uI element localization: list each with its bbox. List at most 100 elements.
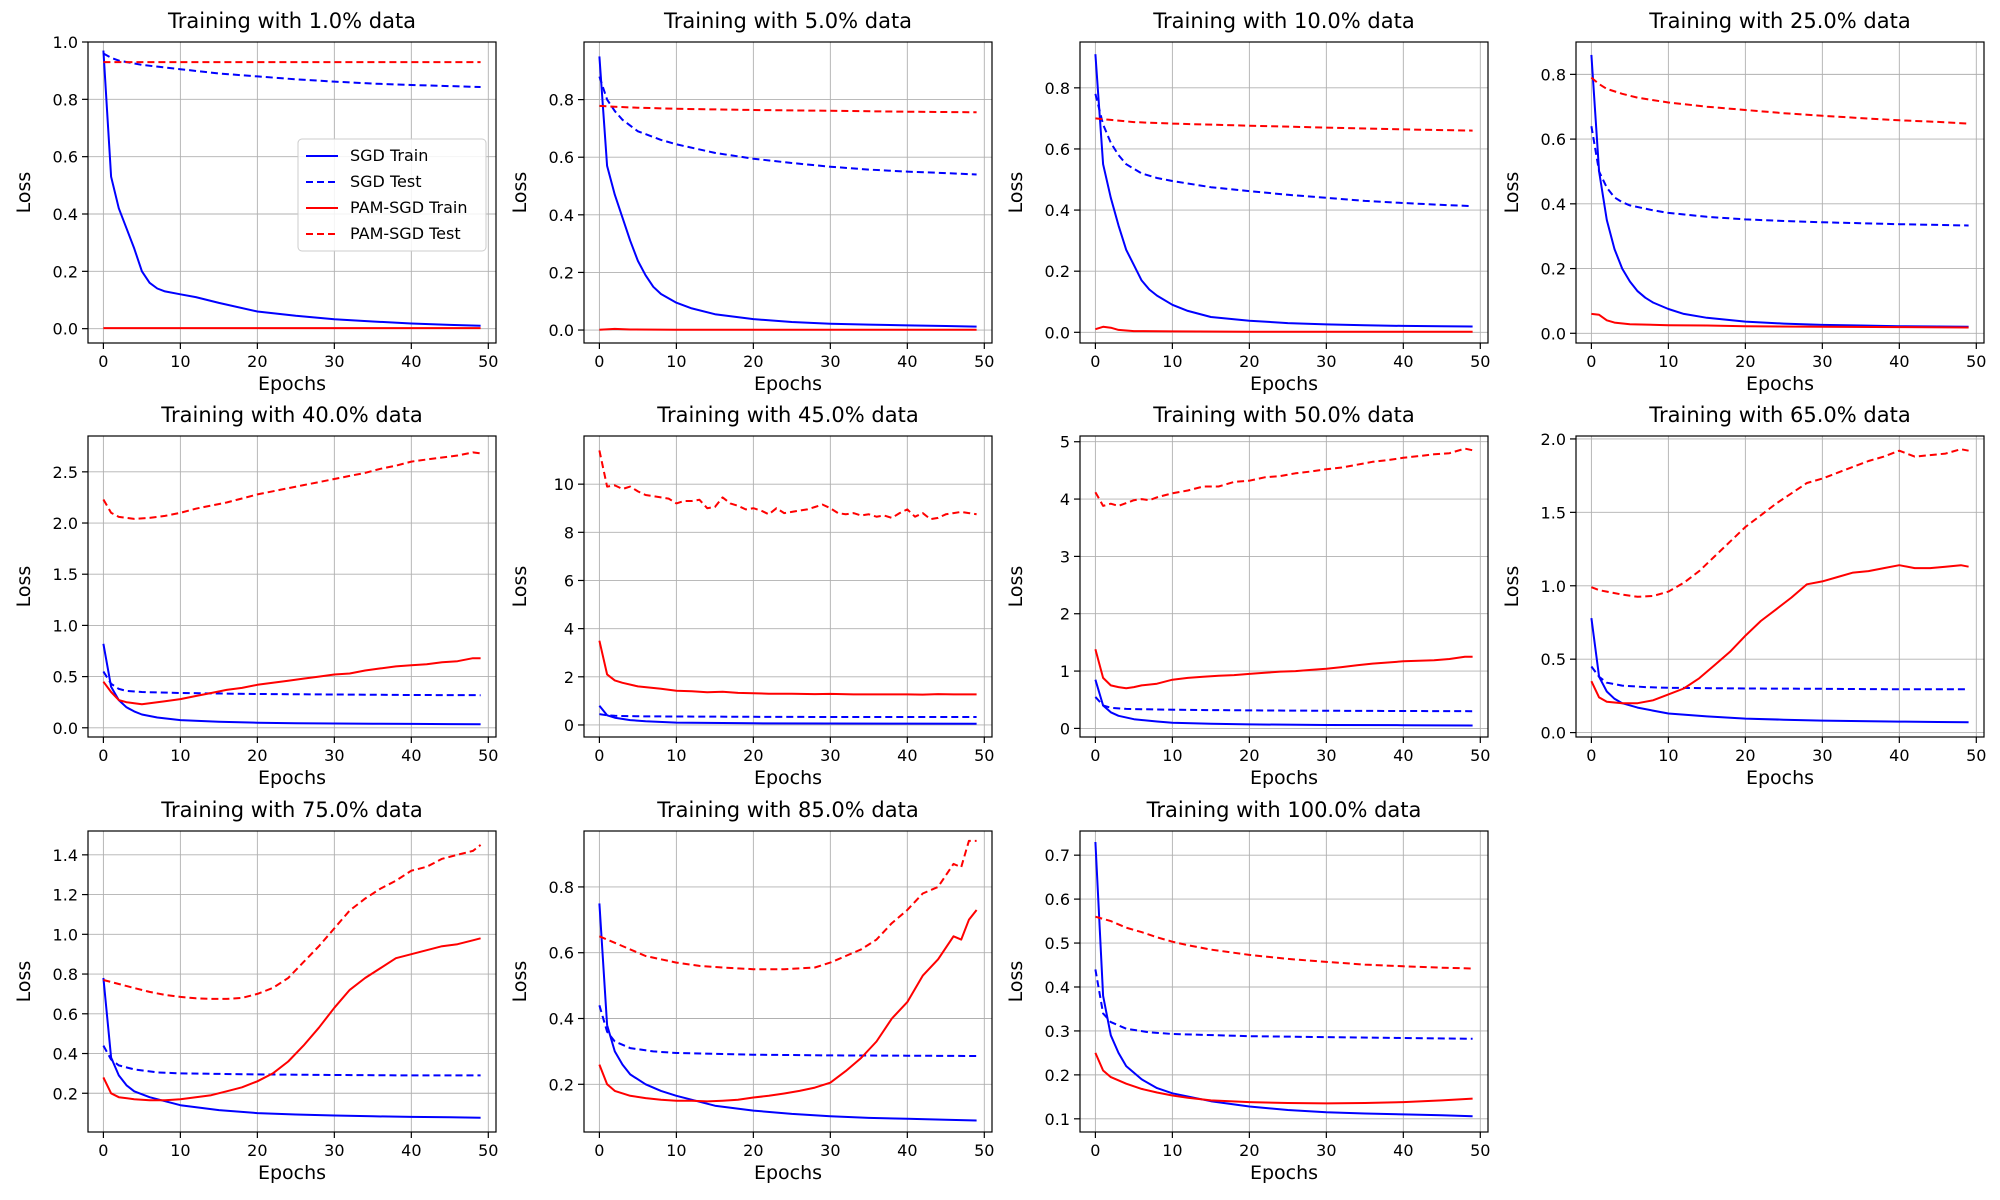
x-tick-label: 30 — [324, 746, 344, 765]
x-tick-label: 20 — [1735, 352, 1755, 371]
x-tick-label: 20 — [1239, 1141, 1259, 1160]
x-tick-label: 20 — [743, 746, 763, 765]
x-axis-label: Epochs — [1250, 1162, 1318, 1184]
series-line-sgd-test — [1094, 696, 1473, 713]
y-tick-label: 0.2 — [1045, 1066, 1070, 1085]
series-line-sgd-test — [598, 1005, 977, 1057]
series-line-pam-sgd-test — [1095, 915, 1473, 970]
x-tick-label: 10 — [1658, 746, 1678, 765]
y-tick-label: 0.2 — [53, 1084, 78, 1103]
x-tick-label: 50 — [974, 1141, 994, 1160]
y-tick-label: 5 — [1060, 433, 1070, 452]
y-tick-label: 0.0 — [1045, 323, 1070, 342]
x-tick-label: 50 — [974, 352, 994, 371]
y-axis-label: Loss — [1501, 172, 1523, 214]
series-line-sgd-test — [102, 52, 481, 88]
x-tick-label: 10 — [170, 746, 190, 765]
x-tick-label: 10 — [1658, 352, 1678, 371]
series-line-pam-sgd-test — [1591, 448, 1969, 598]
x-tick-label: 10 — [1162, 352, 1182, 371]
x-tick-label: 50 — [1470, 1141, 1490, 1160]
y-tick-label: 0.5 — [1541, 650, 1566, 669]
plot-frame — [87, 435, 497, 738]
y-tick-label: 0.6 — [53, 1005, 78, 1024]
x-tick-label: 10 — [170, 352, 190, 371]
legend-box — [297, 138, 487, 252]
legend-label: SGD Test — [350, 172, 421, 191]
x-tick-label: 0 — [1586, 352, 1596, 371]
chart-title: Training with 75.0% data — [160, 798, 422, 822]
x-axis-label: Epochs — [754, 373, 822, 395]
series-line-sgd-test — [1094, 969, 1473, 1040]
y-tick-label: 0.2 — [53, 262, 78, 281]
y-tick-label: 0.0 — [1541, 324, 1566, 343]
series-line-pam-sgd-train — [102, 937, 481, 1102]
y-tick-label: 8 — [564, 523, 574, 542]
x-tick-label: 20 — [1239, 352, 1259, 371]
x-tick-label: 10 — [170, 1141, 190, 1160]
y-axis-label: Loss — [509, 566, 531, 608]
y-tick-label: 0.4 — [1045, 201, 1070, 220]
y-tick-label: 0.4 — [549, 1010, 574, 1029]
x-tick-label: 40 — [1393, 352, 1413, 371]
y-tick-label: 0.8 — [53, 965, 78, 984]
y-tick-label: 1.2 — [53, 886, 78, 905]
legend: SGD Train SGD Test PAM-SGD Train PAM-SGD Te… — [297, 138, 487, 252]
series-line-pam-sgd-test — [1095, 117, 1473, 132]
y-tick-label: 0.5 — [1045, 934, 1070, 953]
series-line-pam-sgd-test — [1590, 76, 1969, 125]
x-tick-label: 30 — [1316, 1141, 1336, 1160]
y-tick-label: 1.0 — [53, 33, 78, 52]
series-line-pam-sgd-test — [599, 104, 977, 114]
y-tick-label: 1.5 — [53, 565, 78, 584]
y-tick-label: 1.5 — [1541, 503, 1566, 522]
y-tick-label: 0 — [1060, 719, 1070, 738]
series-line-pam-sgd-test — [599, 839, 977, 971]
x-tick-label: 30 — [820, 746, 840, 765]
y-tick-label: 0.4 — [53, 205, 78, 224]
chart-title: Training with 1.0% data — [167, 9, 416, 33]
chart-title: Training with 40.0% data — [160, 403, 422, 427]
chart-title: Training with 50.0% data — [1152, 403, 1414, 427]
legend-label: PAM-SGD Train — [350, 198, 468, 217]
series-line-sgd-test — [102, 670, 481, 697]
x-tick-label: 0 — [98, 352, 108, 371]
subplot-5: 0 10 20 30 40 50 0.0 0.5 1.0 1.5 2.0 2.5 Training wi… — [13, 403, 498, 789]
x-tick-label: 20 — [1735, 746, 1755, 765]
y-axis-label: Loss — [13, 172, 35, 214]
plot-frame — [87, 41, 497, 344]
chart-title: Training with 65.0% data — [1648, 403, 1910, 427]
x-tick-label: 10 — [1162, 1141, 1182, 1160]
series-line-sgd-test — [1590, 126, 1969, 227]
x-tick-label: 40 — [1393, 1141, 1413, 1160]
subplot-10: 0 10 20 30 40 50 0.2 0.4 0.6 0.8 Training with 85.… — [509, 798, 994, 1184]
y-tick-label: 0.2 — [1541, 260, 1566, 279]
series-line-sgd-test — [102, 1045, 481, 1077]
plot-frame — [1079, 830, 1489, 1133]
x-tick-label: 50 — [974, 746, 994, 765]
chart-title: Training with 25.0% data — [1648, 9, 1910, 33]
series-line-sgd-test — [1590, 665, 1969, 691]
x-tick-label: 30 — [820, 1141, 840, 1160]
x-tick-label: 0 — [594, 1141, 604, 1160]
x-tick-label: 20 — [247, 352, 267, 371]
x-tick-label: 10 — [1162, 746, 1182, 765]
series-line-sgd-train — [1094, 54, 1473, 328]
subplot-6: 0 10 20 30 40 50 0 2 4 6 8 10 Training with 45.0% da… — [509, 403, 994, 789]
y-axis-label: Loss — [1005, 566, 1027, 608]
x-tick-label: 20 — [1239, 746, 1259, 765]
y-tick-label: 0.1 — [1045, 1110, 1070, 1129]
subplot-7: 0 10 20 30 40 50 0 1 2 3 4 5 Training with 50.0% dat… — [1005, 403, 1490, 789]
y-tick-label: 0.0 — [53, 320, 78, 339]
x-axis-label: Epochs — [754, 767, 822, 789]
series-line-sgd-train — [598, 56, 977, 328]
x-tick-label: 10 — [666, 746, 686, 765]
series-line-pam-sgd-train — [1591, 312, 1969, 329]
x-tick-label: 40 — [897, 1141, 917, 1160]
subplot-9: 0 10 20 30 40 50 0.2 0.4 0.6 0.8 1.0 1.2 1.4 Training… — [13, 798, 498, 1184]
x-axis-label: Epochs — [1250, 373, 1318, 395]
y-tick-label: 0.8 — [53, 90, 78, 109]
y-tick-label: 0.2 — [549, 263, 574, 282]
x-axis-label: Epochs — [258, 373, 326, 395]
